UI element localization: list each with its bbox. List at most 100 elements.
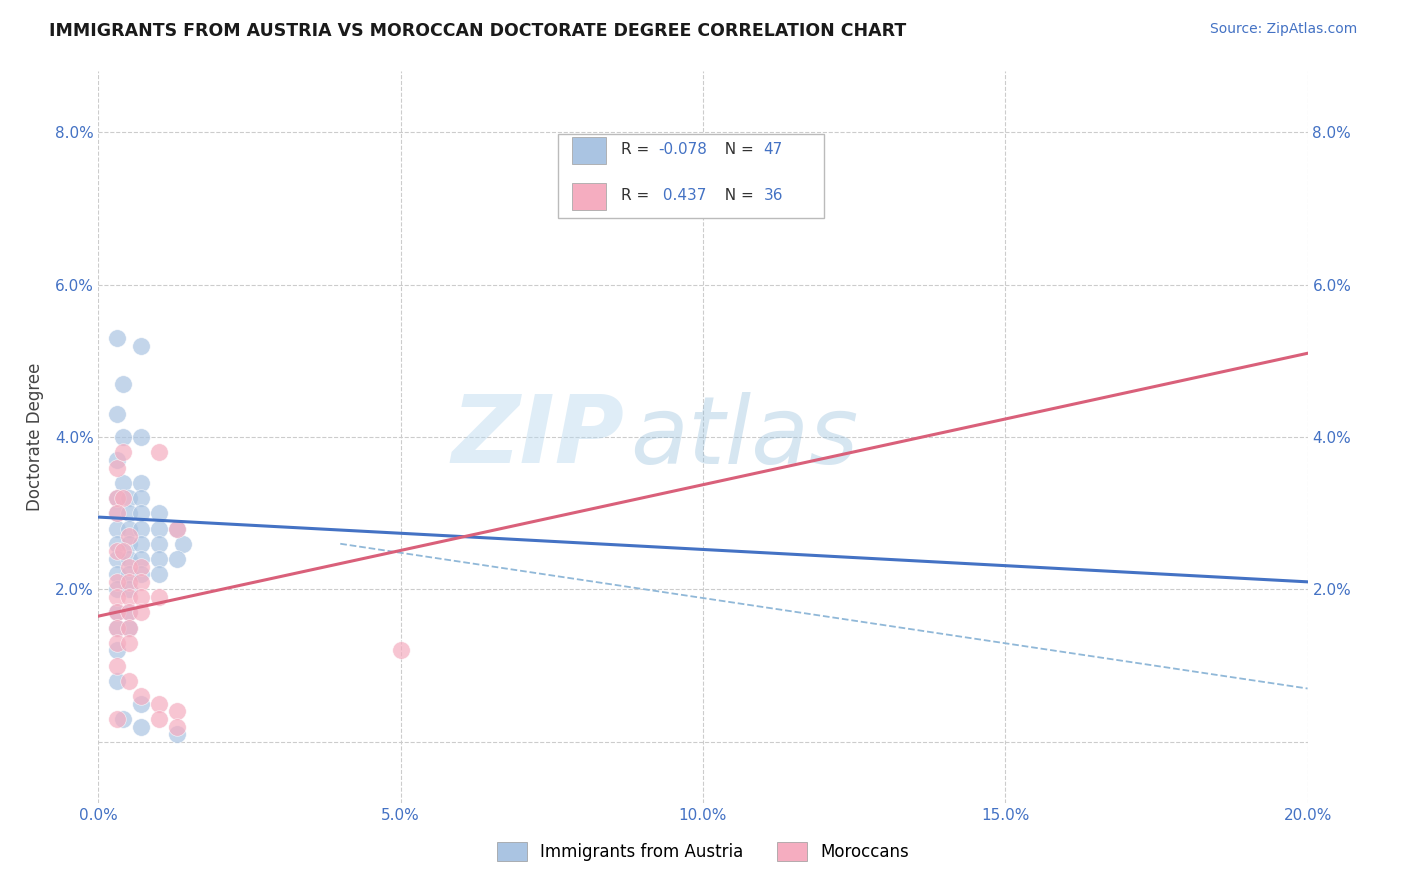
Point	[166, 552, 188, 566]
Point	[118, 574, 141, 589]
Point	[148, 590, 170, 604]
Point	[166, 705, 188, 719]
Point	[118, 506, 141, 520]
Point	[118, 673, 141, 688]
Point	[111, 712, 134, 726]
Text: ZIP: ZIP	[451, 391, 624, 483]
Point	[118, 621, 141, 635]
Point	[129, 590, 152, 604]
Point	[118, 605, 141, 619]
Point	[105, 574, 128, 589]
Point	[129, 567, 152, 582]
Point	[148, 521, 170, 535]
Point	[105, 521, 128, 535]
Point	[105, 590, 128, 604]
Point	[111, 544, 134, 558]
Text: N =: N =	[716, 188, 759, 203]
Point	[148, 445, 170, 459]
Point	[105, 407, 128, 421]
Point	[118, 521, 141, 535]
Point	[105, 506, 128, 520]
Point	[111, 430, 134, 444]
FancyBboxPatch shape	[572, 136, 606, 164]
Point	[105, 460, 128, 475]
Text: R =: R =	[621, 188, 654, 203]
Point	[118, 537, 141, 551]
Point	[148, 567, 170, 582]
Point	[105, 605, 128, 619]
Point	[389, 643, 412, 657]
Point	[129, 605, 152, 619]
Point	[105, 621, 128, 635]
Point	[148, 552, 170, 566]
Point	[105, 605, 128, 619]
Text: 36: 36	[763, 188, 783, 203]
Point	[129, 559, 152, 574]
Point	[111, 475, 134, 490]
Point	[118, 567, 141, 582]
Point	[105, 567, 128, 582]
Text: R =: R =	[621, 142, 654, 157]
Point	[129, 697, 152, 711]
FancyBboxPatch shape	[558, 134, 824, 218]
Point	[118, 621, 141, 635]
Point	[105, 582, 128, 597]
Point	[105, 331, 128, 345]
Point	[166, 727, 188, 741]
Point	[129, 720, 152, 734]
Text: 47: 47	[763, 142, 783, 157]
Point	[129, 552, 152, 566]
Point	[111, 376, 134, 391]
Point	[148, 697, 170, 711]
Point	[602, 163, 624, 178]
Point	[105, 491, 128, 505]
Text: N =: N =	[716, 142, 759, 157]
Point	[129, 430, 152, 444]
Y-axis label: Doctorate Degree: Doctorate Degree	[25, 363, 44, 511]
Point	[118, 552, 141, 566]
Point	[148, 537, 170, 551]
Point	[129, 574, 152, 589]
Point	[105, 552, 128, 566]
Text: Source: ZipAtlas.com: Source: ZipAtlas.com	[1209, 22, 1357, 37]
Point	[166, 720, 188, 734]
Text: IMMIGRANTS FROM AUSTRIA VS MOROCCAN DOCTORATE DEGREE CORRELATION CHART: IMMIGRANTS FROM AUSTRIA VS MOROCCAN DOCT…	[49, 22, 907, 40]
Text: -0.078: -0.078	[658, 142, 707, 157]
Point	[105, 636, 128, 650]
Legend: Immigrants from Austria, Moroccans: Immigrants from Austria, Moroccans	[491, 835, 915, 868]
Point	[129, 521, 152, 535]
Point	[105, 491, 128, 505]
Point	[105, 621, 128, 635]
Point	[172, 537, 194, 551]
Point	[105, 537, 128, 551]
Point	[129, 506, 152, 520]
Point	[105, 544, 128, 558]
Point	[166, 521, 188, 535]
Point	[111, 491, 134, 505]
Point	[105, 673, 128, 688]
Point	[129, 537, 152, 551]
Point	[148, 506, 170, 520]
Text: 0.437: 0.437	[658, 188, 707, 203]
Point	[129, 491, 152, 505]
Point	[111, 445, 134, 459]
Point	[118, 582, 141, 597]
Point	[105, 643, 128, 657]
Point	[105, 453, 128, 467]
Point	[118, 559, 141, 574]
FancyBboxPatch shape	[572, 183, 606, 211]
Point	[129, 339, 152, 353]
Point	[118, 529, 141, 543]
Point	[148, 712, 170, 726]
Point	[129, 689, 152, 703]
Point	[105, 506, 128, 520]
Point	[166, 521, 188, 535]
Point	[129, 475, 152, 490]
Point	[118, 590, 141, 604]
Text: atlas: atlas	[630, 392, 859, 483]
Point	[105, 712, 128, 726]
Point	[118, 636, 141, 650]
Point	[105, 658, 128, 673]
Point	[118, 491, 141, 505]
Point	[118, 605, 141, 619]
